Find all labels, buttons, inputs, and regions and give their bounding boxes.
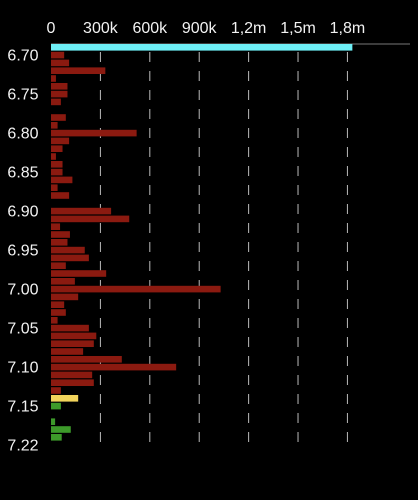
bar bbox=[51, 231, 70, 238]
x-tick-label: 1,5m bbox=[280, 20, 316, 37]
bar bbox=[51, 122, 58, 129]
bar bbox=[51, 114, 66, 121]
bar bbox=[51, 98, 61, 106]
bar bbox=[51, 168, 63, 176]
bar bbox=[51, 153, 56, 160]
bar bbox=[51, 215, 130, 223]
bar bbox=[51, 270, 107, 277]
bar bbox=[51, 293, 79, 301]
y-tick-label: 6.85 bbox=[7, 164, 38, 181]
y-tick-label: 7.00 bbox=[7, 281, 38, 298]
y-tick-label: 7.10 bbox=[7, 359, 38, 376]
bar bbox=[51, 262, 66, 269]
y-tick-label: 7.15 bbox=[7, 398, 38, 415]
bar bbox=[51, 161, 63, 168]
bar bbox=[51, 418, 56, 425]
bar bbox=[51, 278, 75, 285]
bar bbox=[51, 51, 65, 59]
bar bbox=[51, 90, 68, 98]
bar bbox=[51, 239, 68, 246]
bar bbox=[51, 192, 70, 199]
bar bbox=[51, 184, 58, 191]
bar bbox=[51, 387, 61, 394]
bar bbox=[51, 67, 106, 74]
y-tick-label: 6.80 bbox=[7, 125, 38, 142]
y-tick-label: 6.90 bbox=[7, 203, 38, 220]
bar bbox=[51, 285, 221, 293]
y-tick-label: 7.05 bbox=[7, 320, 38, 337]
bar bbox=[51, 324, 89, 332]
y-tick-label: 6.95 bbox=[7, 242, 38, 259]
bar bbox=[51, 44, 353, 51]
y-tick-label: 6.70 bbox=[7, 47, 38, 64]
bar bbox=[51, 176, 73, 184]
bar bbox=[51, 434, 62, 441]
x-tick-label: 1,2m bbox=[231, 20, 267, 37]
bar bbox=[51, 426, 71, 433]
y-tick-label: 7.22 bbox=[7, 437, 38, 454]
bar bbox=[51, 145, 63, 152]
bar bbox=[51, 395, 79, 402]
x-tick-label: 900k bbox=[182, 20, 218, 37]
bar bbox=[51, 348, 84, 355]
y-tick-label: 6.75 bbox=[7, 86, 38, 103]
bar bbox=[51, 356, 122, 363]
bar bbox=[51, 332, 97, 340]
bar bbox=[51, 137, 70, 145]
bar bbox=[51, 223, 61, 230]
bar bbox=[51, 254, 89, 262]
bar bbox=[51, 371, 93, 379]
bar bbox=[51, 301, 65, 308]
bar bbox=[51, 363, 177, 371]
bar bbox=[51, 207, 112, 215]
bar bbox=[51, 75, 56, 82]
bar bbox=[51, 83, 68, 90]
bar bbox=[51, 246, 85, 254]
x-tick-label: 0 bbox=[47, 20, 56, 37]
bar bbox=[51, 317, 58, 324]
bar bbox=[51, 59, 70, 67]
x-tick-label: 300k bbox=[83, 20, 119, 37]
bar bbox=[51, 379, 94, 386]
x-tick-label: 600k bbox=[132, 20, 168, 37]
bar bbox=[51, 309, 66, 316]
bar bbox=[51, 402, 61, 410]
bar bbox=[51, 340, 94, 347]
x-tick-label: 1,8m bbox=[330, 20, 366, 37]
bar bbox=[51, 129, 137, 137]
